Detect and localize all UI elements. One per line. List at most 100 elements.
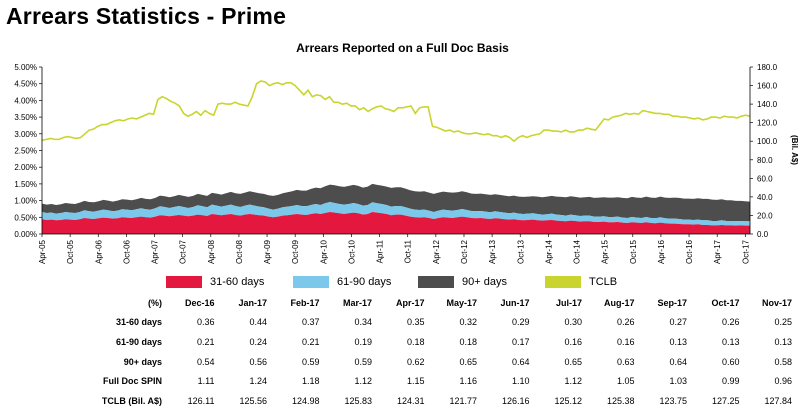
- x-tick-label: Apr-10: [319, 239, 328, 264]
- left-tick-label: 3.00%: [14, 130, 37, 139]
- table-cell: 0.99: [721, 376, 740, 387]
- table-cell: 0.27: [669, 317, 687, 328]
- row-label: 31-60 days: [115, 317, 162, 328]
- x-tick-label: Apr-14: [544, 239, 553, 264]
- table-cell: 0.64: [511, 356, 530, 367]
- area-90plus-days: [42, 183, 750, 222]
- table-cell: 1.03: [669, 376, 687, 387]
- table-cell: 125.38: [606, 395, 635, 406]
- table-cell: 0.30: [564, 317, 582, 328]
- table-cell: 0.13: [774, 336, 792, 347]
- x-tick-label: Oct-13: [516, 239, 525, 264]
- table-cell: 0.64: [669, 356, 687, 367]
- right-tick-label: 0.0: [757, 230, 769, 239]
- legend-label: 31-60 days: [210, 276, 265, 288]
- right-tick-label: 60.0: [757, 174, 773, 183]
- table-cell: 126.16: [501, 395, 530, 406]
- table-cell: 1.15: [406, 376, 425, 387]
- chart-legend: 31-60 days 61-90 days 90+ days TCLB: [0, 274, 805, 294]
- table-cell: 0.32: [459, 317, 477, 328]
- right-tick-label: 100.0: [757, 137, 778, 146]
- x-tick-label: Oct-15: [629, 239, 638, 264]
- right-tick-label: 80.0: [757, 156, 773, 165]
- area-31-60-days: [42, 211, 750, 234]
- table-cell: 0.16: [616, 336, 635, 347]
- table-cell: 0.56: [249, 356, 267, 367]
- left-tick-label: 1.50%: [14, 180, 37, 189]
- column-header: Oct-17: [711, 297, 740, 308]
- x-tick-label: Apr-13: [488, 239, 497, 264]
- stacked-areas: [42, 183, 750, 234]
- table-cell: 0.18: [406, 336, 425, 347]
- tclb-line: [41, 80, 751, 143]
- table-cell: 0.58: [774, 356, 792, 367]
- legend-item-61-90: 61-90 days: [293, 276, 391, 288]
- right-tick-label: 160.0: [757, 82, 778, 91]
- right-tick-label: 180.0: [757, 63, 778, 72]
- x-tick-label: Oct-08: [235, 239, 244, 264]
- legend-item-90plus: 90+ days: [418, 276, 507, 288]
- column-header: Sep-17: [657, 297, 687, 308]
- x-tick-label: Apr-05: [38, 239, 47, 264]
- column-header: Jun-17: [500, 297, 530, 308]
- area-61-90-days: [42, 201, 750, 226]
- left-axis-ticks: 0.00% 0.50% 1.00% 1.50% 2.00% 2.50% 3.00% 3.50%…: [14, 63, 37, 239]
- page-title: Arrears Statistics - Prime: [6, 3, 287, 29]
- legend-label: 90+ days: [462, 276, 507, 288]
- chart-title: Arrears Reported on a Full Doc Basis: [296, 41, 509, 55]
- column-header: Mar-17: [342, 297, 372, 308]
- table-row: TCLB (Bil. A$) 126.11 125.56 124.98 125.…: [60, 391, 792, 411]
- table-cell: 0.25: [774, 317, 792, 328]
- table-cell: 1.11: [197, 376, 215, 387]
- x-tick-label: Oct-12: [460, 239, 469, 264]
- legend-label: 61-90 days: [337, 276, 392, 288]
- legend-swatch-tclb: [545, 276, 581, 288]
- table-row: Full Doc SPIN 1.11 1.24 1.18 1.12 1.15 1…: [60, 371, 792, 391]
- x-tick-label: Oct-07: [179, 239, 188, 264]
- column-header: Nov-17: [761, 297, 792, 308]
- table-cell: 1.10: [511, 376, 530, 387]
- table-cell: 0.36: [196, 317, 215, 328]
- x-tick-label: Apr-15: [601, 239, 610, 264]
- table-cell: 0.54: [196, 356, 215, 367]
- table-cell: 0.59: [354, 356, 372, 367]
- table-cell: 123.75: [659, 395, 687, 406]
- statistics-table: (%) Dec-16 Jan-17 Feb-17 Mar-17 Apr-17 M…: [60, 293, 792, 411]
- x-tick-label: Apr-09: [263, 239, 272, 264]
- table-cell: 126.11: [187, 395, 215, 406]
- row-label: 90+ days: [123, 356, 162, 367]
- table-cell: 127.25: [711, 395, 740, 406]
- table-cell: 0.16: [564, 336, 582, 347]
- x-tick-label: Oct-14: [573, 239, 582, 264]
- table-cell: 0.13: [669, 336, 687, 347]
- x-tick-label: Oct-10: [347, 239, 356, 264]
- left-tick-label: 5.00%: [14, 63, 37, 72]
- tclb-series-line: [41, 80, 751, 143]
- table-cell: 0.29: [511, 317, 530, 328]
- table-cell: 0.21: [301, 336, 320, 347]
- x-tick-label: Oct-11: [404, 239, 413, 263]
- right-tick-label: 20.0: [757, 211, 773, 220]
- left-tick-label: 0.50%: [14, 213, 37, 222]
- x-axis-ticks: Apr-05 Oct-05 Apr-06 Oct-06 Apr-07 Oct-07 Apr-…: [38, 239, 750, 264]
- right-axis-ticks: 0.0 20.0 40.0 60.0 80.0 100.0 120.0 140.0 160.0 1…: [757, 63, 778, 239]
- row-label: TCLB (Bil. A$): [101, 395, 162, 406]
- row-label: 61-90 days: [115, 336, 162, 347]
- column-header: May-17: [446, 297, 477, 308]
- column-header: Feb-17: [290, 297, 320, 308]
- legend-swatch-90plus: [418, 276, 454, 288]
- column-header: Dec-16: [184, 297, 215, 308]
- table-cell: 125.83: [344, 395, 372, 406]
- table-cell: 0.63: [616, 356, 635, 367]
- left-tick-label: 2.00%: [14, 163, 37, 172]
- right-tick-label: 120.0: [757, 119, 778, 128]
- left-tick-label: 0.00%: [14, 230, 37, 239]
- arrears-chart: 0.00% 0.50% 1.00% 1.50% 2.00% 2.50% 3.00% 3.50%…: [14, 63, 799, 264]
- x-tick-label: Apr-06: [94, 239, 103, 264]
- table-cell: 124.31: [396, 395, 425, 406]
- legend-item-31-60: 31-60 days: [166, 276, 264, 288]
- table-cell: 0.13: [721, 336, 740, 347]
- x-tick-label: Oct-05: [66, 239, 75, 264]
- legend-label: TCLB: [589, 276, 618, 288]
- right-tick-label: 40.0: [757, 193, 773, 202]
